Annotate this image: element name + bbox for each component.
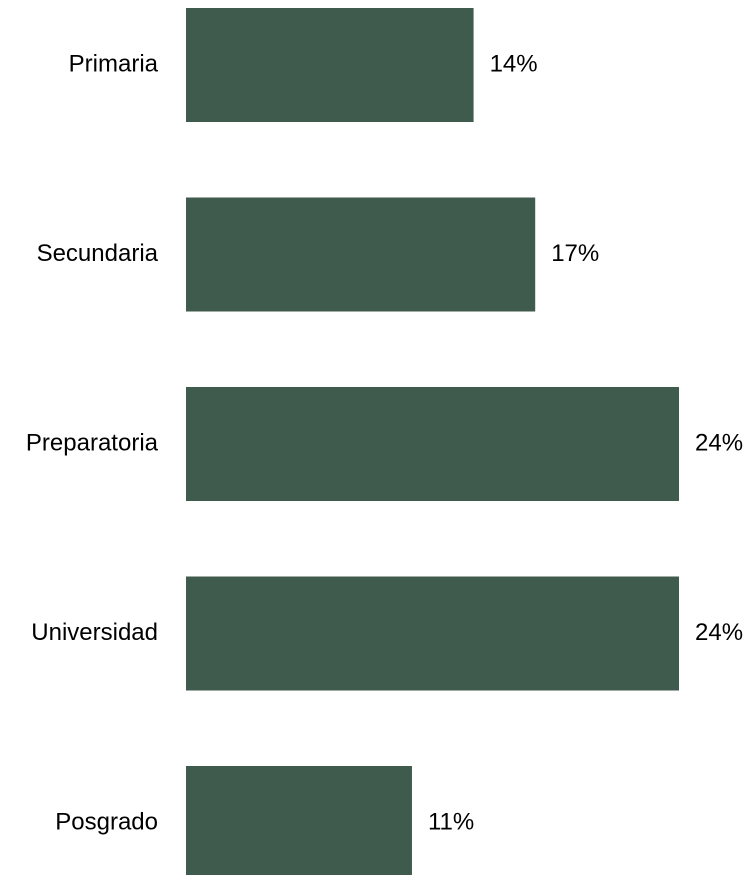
value-label: 24% [695,429,743,456]
value-label: 24% [695,619,743,646]
bar-group: Universidad 24% [31,576,743,691]
bar-group: Primaria 14% [69,8,538,122]
bar [186,766,412,875]
category-label: Universidad [31,619,158,646]
bar [186,576,679,691]
category-label: Secundaria [37,240,159,267]
bar-group: Secundaria 17% [37,197,599,312]
category-label: Primaria [69,50,159,77]
bar [186,387,679,501]
category-label: Preparatoria [26,429,159,456]
value-label: 17% [551,240,599,267]
bar-group: Preparatoria 24% [26,387,743,501]
bar [186,8,474,122]
bar [186,197,536,312]
value-label: 14% [490,50,538,77]
bars-layer: Primaria 14%Secundaria 17%Preparatoria 24%U… [26,8,743,875]
value-label: 11% [428,808,474,835]
bar-group: Posgrado 11% [55,766,474,875]
category-label: Posgrado [55,808,158,835]
